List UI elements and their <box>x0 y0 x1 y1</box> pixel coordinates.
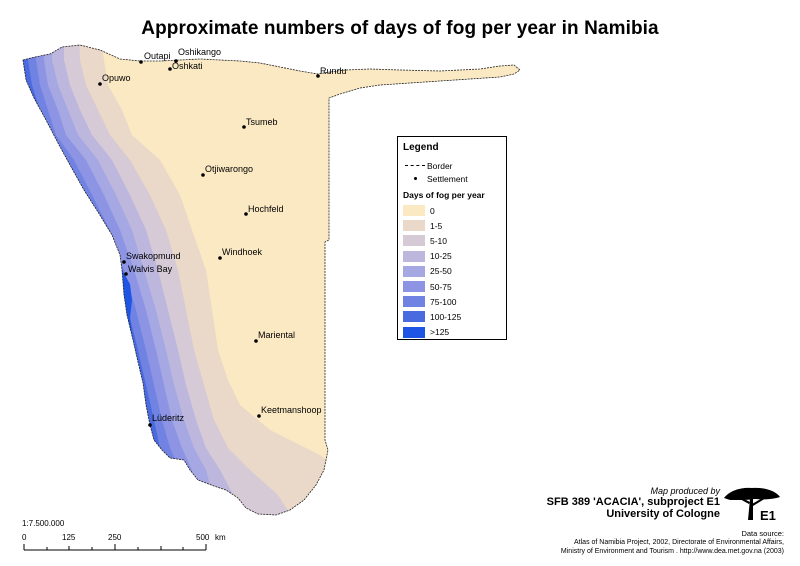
settlement-label-oshikango: Oshikango <box>178 47 221 57</box>
legend-title: Legend <box>403 142 439 153</box>
legend-class-row: >125 <box>403 325 501 340</box>
legend-class-row: 75-100 <box>403 294 501 309</box>
legend-class-label: 1-5 <box>430 220 443 231</box>
legend-swatch <box>403 205 425 217</box>
map-legend: Legend Border Settlement Days of fog per… <box>397 136 507 340</box>
settlement-dot-icon <box>403 177 427 180</box>
credit-produced-by: Map produced by <box>650 486 720 496</box>
legend-class-label: 5-10 <box>430 235 448 246</box>
settlement-marker-swakopmund <box>122 260 126 264</box>
legend-class-row: 5-10 <box>403 233 501 248</box>
legend-class-label: 0 <box>430 205 435 216</box>
source-heading: Data source: <box>741 529 784 538</box>
scale-ratio: 1:7.500.000 <box>22 519 65 528</box>
settlement-label-windhoek: Windhoek <box>222 247 263 257</box>
settlement-marker-tsumeb <box>242 125 246 129</box>
legend-class-row: 0 <box>403 203 501 218</box>
credit-project: SFB 389 'ACACIA', subproject E1 <box>546 496 720 508</box>
settlement-label-mariental: Mariental <box>258 330 295 340</box>
settlement-marker-hochfeld <box>244 212 248 216</box>
country-border <box>22 44 521 516</box>
legend-class-row: 1-5 <box>403 218 501 233</box>
source-line-1: Atlas of Namibia Project, 2002, Director… <box>574 539 784 546</box>
legend-class-label: 50-75 <box>430 281 452 292</box>
legend-swatch <box>403 296 425 308</box>
legend-swatch <box>403 265 425 277</box>
legend-class-row: 25-50 <box>403 264 501 279</box>
settlement-marker-oshkati <box>168 67 172 71</box>
scale-unit: km <box>215 533 226 542</box>
map-credit: Map produced by SFB 389 'ACACIA', subpro… <box>480 486 720 520</box>
map-title: Approximate numbers of days of fog per y… <box>141 18 659 39</box>
scale-tick-label: 125 <box>62 533 76 542</box>
legend-class-label: 75-100 <box>430 296 457 307</box>
settlement-marker-opuwo <box>98 82 102 86</box>
settlement-marker-rundu <box>316 74 320 78</box>
legend-class-label: 10-25 <box>430 251 452 262</box>
logo-text: E1 <box>760 508 776 523</box>
legend-border-row: Border <box>403 159 501 172</box>
settlement-label-swakopmund: Swakopmund <box>126 251 181 261</box>
settlement-label-otjiwarongo: Otjiwarongo <box>205 164 253 174</box>
legend-swatch <box>403 281 425 293</box>
credit-university: University of Cologne <box>606 508 720 520</box>
legend-swatch <box>403 235 425 247</box>
legend-class-row: 100-125 <box>403 309 501 324</box>
legend-settlement-row: Settlement <box>403 172 501 185</box>
settlement-label-walvis-bay: Walvis Bay <box>128 264 173 274</box>
settlement-marker-luderitz <box>148 423 152 427</box>
settlement-marker-otjiwarongo <box>201 173 205 177</box>
settlements-layer: Outapi Oshikango Oshkati Opuwo Rundu Tsu… <box>98 47 347 427</box>
data-source: Data source: Atlas of Namibia Project, 2… <box>500 529 784 556</box>
settlement-label-rundu: Rundu <box>320 66 347 76</box>
acacia-tree-logo-icon: E1 <box>724 487 780 523</box>
legend-swatch <box>403 311 425 323</box>
settlement-label-hochfeld: Hochfeld <box>248 204 284 214</box>
settlement-marker-walvis-bay <box>124 272 128 276</box>
settlement-label-tsumeb: Tsumeb <box>246 117 278 127</box>
settlement-label-luderitz: Lüderitz <box>152 413 185 423</box>
legend-border-label: Border <box>427 160 453 171</box>
settlement-label-outapi: Outapi <box>144 51 171 61</box>
settlement-marker-keetmanshoop <box>257 414 261 418</box>
border-line-icon <box>403 165 427 166</box>
scale-tick-label: 500 <box>196 533 210 542</box>
legend-class-label: >125 <box>430 327 450 338</box>
scale-tick-label: 250 <box>108 533 122 542</box>
settlement-label-opuwo: Opuwo <box>102 73 131 83</box>
settlement-label-oshkati: Oshkati <box>172 61 203 71</box>
source-line-2: Ministry of Environment and Tourism . ht… <box>560 548 784 555</box>
legend-class-row: 10-25 <box>403 249 501 264</box>
legend-settlement-label: Settlement <box>427 173 468 184</box>
legend-class-row: 50-75 <box>403 279 501 294</box>
settlement-label-keetmanshoop: Keetmanshoop <box>261 405 322 415</box>
legend-swatch <box>403 326 425 338</box>
scale-bar: 0 125 250 500 km <box>22 533 226 551</box>
settlement-marker-windhoek <box>218 256 222 260</box>
legend-class-label: 25-50 <box>430 266 452 277</box>
settlement-marker-oshikango <box>174 59 178 63</box>
scale-tick-label: 0 <box>22 533 27 542</box>
settlement-marker-outapi <box>139 60 143 64</box>
legend-swatch <box>403 220 425 232</box>
legend-swatch <box>403 250 425 262</box>
legend-fog-title: Days of fog per year <box>403 190 485 200</box>
legend-class-label: 100-125 <box>430 311 462 322</box>
settlement-marker-mariental <box>254 339 258 343</box>
